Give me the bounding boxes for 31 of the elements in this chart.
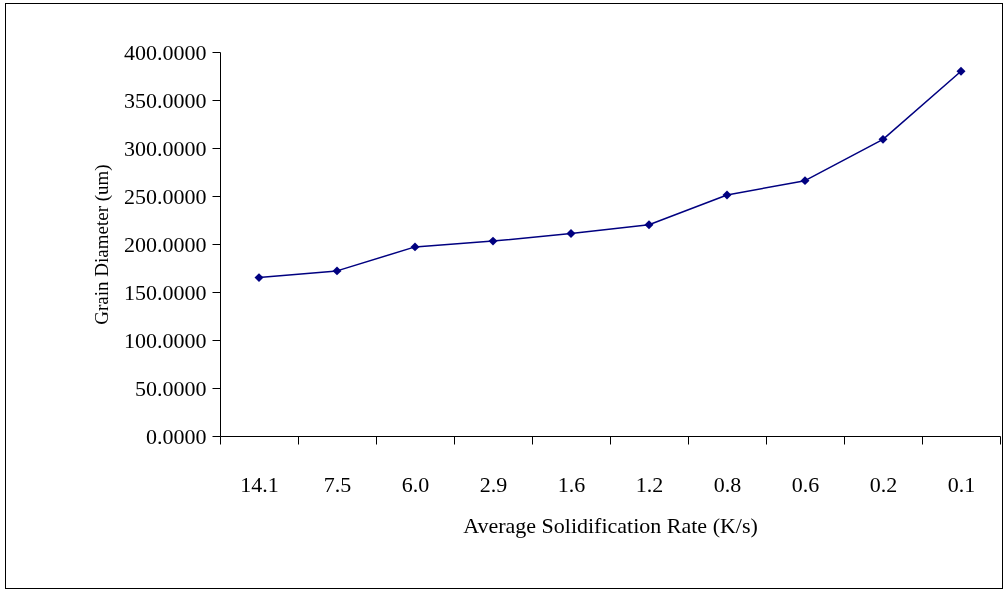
- x-tick-label: 0.1: [947, 471, 976, 497]
- point: [566, 228, 576, 238]
- point: [722, 190, 732, 200]
- point: [332, 266, 342, 276]
- x-tick-label: 0.6: [791, 471, 820, 497]
- y-tick-label: 50.0000: [135, 375, 207, 401]
- y-tick-label: 200.0000: [124, 231, 207, 257]
- point: [410, 242, 420, 252]
- y-tick-label: 150.0000: [124, 279, 207, 305]
- point: [956, 66, 966, 76]
- y-tick-label: 100.0000: [124, 327, 207, 353]
- x-tick-label: 1.6: [557, 471, 586, 497]
- point: [878, 134, 888, 144]
- x-tick-label: 0.8: [713, 471, 742, 497]
- x-axis-title: Average Solidification Rate (K/s): [463, 512, 758, 538]
- x-tick-label: 6.0: [401, 471, 430, 497]
- point: [800, 176, 810, 186]
- x-tick-label: 14.1: [240, 471, 279, 497]
- x-tick-label: 2.9: [479, 471, 508, 497]
- x-tick-label: 7.5: [323, 471, 352, 497]
- y-tick-label: 350.0000: [124, 87, 207, 113]
- x-tick-label: 1.2: [635, 471, 664, 497]
- y-tick-label: 0.0000: [146, 423, 207, 449]
- point: [644, 220, 654, 230]
- y-tick-label: 300.0000: [124, 135, 207, 161]
- point: [254, 273, 264, 283]
- y-axis-title: Grain Diameter (um): [91, 164, 113, 325]
- y-tick-label: 400.0000: [124, 39, 207, 65]
- x-tick-label: 0.2: [869, 471, 898, 497]
- y-tick-label: 250.0000: [124, 183, 207, 209]
- point: [488, 236, 498, 246]
